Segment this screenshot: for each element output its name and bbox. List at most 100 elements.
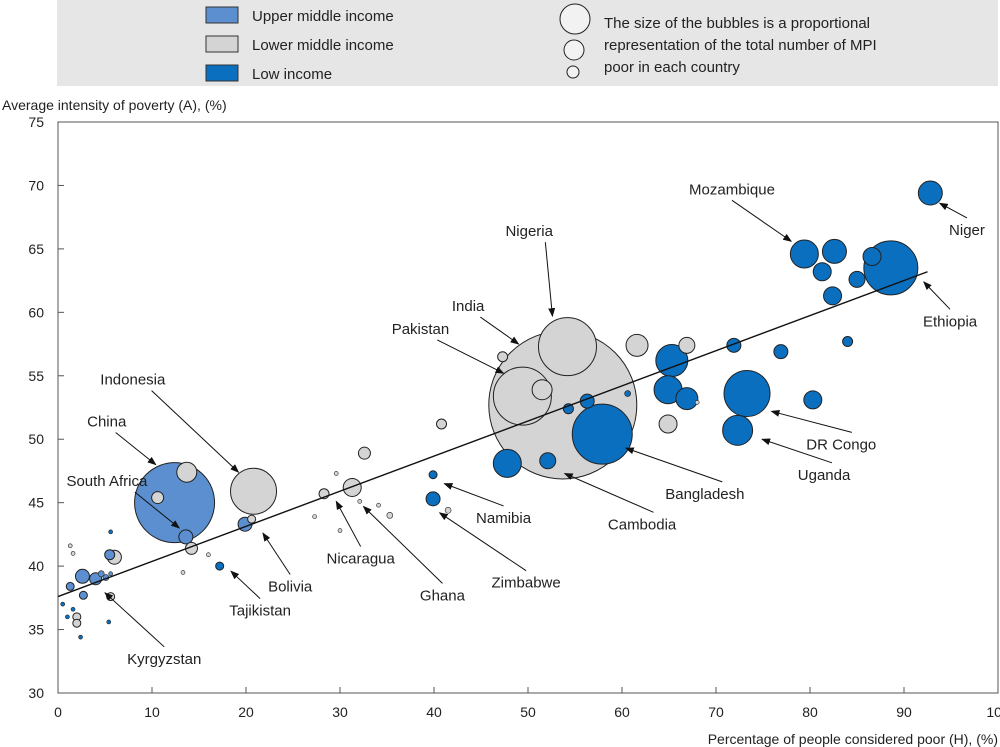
bubble-lower	[180, 570, 186, 575]
bubble-low	[823, 286, 843, 306]
bubble-low	[812, 262, 832, 282]
bubble-low	[106, 619, 112, 625]
x-axis-label: Percentage of people considered poor (H)…	[708, 731, 998, 747]
bubble-lower	[342, 477, 362, 497]
bubble-low	[425, 491, 441, 507]
annotation-label: India	[452, 298, 485, 315]
bubble-low	[726, 337, 742, 353]
bubble-lower	[444, 506, 452, 514]
annotation-arrow	[563, 473, 654, 513]
y-tick-label: 65	[28, 241, 44, 257]
x-tick-label: 80	[802, 704, 818, 720]
bubble-lower	[694, 400, 700, 405]
annotation-arrow	[134, 491, 181, 529]
bubble-lower	[436, 418, 448, 430]
bubble-low	[722, 414, 754, 446]
bubble-lower	[151, 491, 165, 505]
y-tick-label: 55	[28, 368, 44, 384]
bubbles	[60, 180, 943, 640]
x-tick-label: 50	[520, 704, 536, 720]
bubble-low	[60, 601, 66, 607]
annotation-arrow	[230, 570, 261, 599]
annotation-arrow	[443, 483, 504, 507]
y-axis-ticks: 30 35 40 45 50 55 60 65 70 75	[28, 114, 64, 701]
bubble-low	[842, 336, 854, 348]
annotation-label: Indonesia	[100, 372, 166, 389]
y-tick-label: 75	[28, 114, 44, 130]
bubble-low	[917, 180, 943, 206]
bubble-lower	[537, 317, 597, 377]
x-axis-ticks: 0 10 20 30 40 50 60 70 80 90 100	[54, 687, 1000, 720]
y-axis-label: Average intensity of poverty (A), (%)	[2, 97, 227, 113]
bubble-lower	[531, 379, 553, 401]
trendline	[57, 271, 928, 598]
bubble-lower	[357, 446, 371, 460]
annotation-arrow	[770, 409, 852, 433]
annotation-arrow	[624, 447, 723, 483]
bubble-low	[848, 270, 866, 288]
annotation-arrow	[761, 438, 833, 464]
y-tick-label: 30	[28, 685, 44, 701]
x-tick-label: 20	[238, 704, 254, 720]
bubble-lower	[497, 351, 509, 363]
bubble-upper	[134, 462, 216, 544]
size-note-line-3: poor in each country	[604, 59, 740, 76]
bubble-upper	[178, 529, 194, 545]
bubble-low	[571, 403, 633, 465]
bubble-lower	[230, 467, 278, 515]
legend-size-key: The size of the bubbles is a proportiona…	[559, 3, 877, 79]
annotation-label: Pakistan	[392, 321, 450, 338]
bubble-low	[78, 634, 83, 640]
bubble-low	[675, 387, 699, 411]
annotation-arrow	[544, 242, 556, 318]
annotation-label: Niger	[949, 222, 985, 239]
bubble-low	[70, 606, 76, 612]
annotation-arrow	[362, 505, 443, 584]
annotation-label: Uganda	[798, 467, 851, 484]
size-note-line-2: representation of the total number of MP…	[604, 37, 877, 54]
annotation-label: Nigeria	[505, 223, 553, 240]
bubble-lower	[70, 551, 76, 556]
bubble-low	[773, 344, 789, 360]
annotation-arrow	[938, 202, 968, 219]
annotation-label: South Africa	[66, 473, 148, 490]
x-tick-label: 40	[426, 704, 442, 720]
annotation-label: Ghana	[420, 587, 466, 604]
annotation-label: Kyrgyzstan	[127, 651, 201, 668]
bubble-low	[803, 390, 823, 410]
bubble-lower	[625, 333, 649, 357]
annotation-arrow	[731, 199, 793, 242]
x-tick-label: 10	[144, 704, 160, 720]
bubble-low	[215, 561, 225, 571]
bubble-lower	[312, 514, 317, 519]
bubble-upper	[65, 581, 75, 591]
x-tick-label: 30	[332, 704, 348, 720]
x-tick-label: 70	[708, 704, 724, 720]
bubble-lower	[658, 414, 678, 434]
annotation-arrow	[438, 512, 527, 572]
annotation-arrow	[115, 432, 157, 466]
y-tick-label: 70	[28, 177, 44, 193]
x-tick-label: 0	[54, 704, 62, 720]
annotation-label: Nicaragua	[326, 551, 395, 568]
y-tick-label: 35	[28, 622, 44, 638]
annotation-arrow	[262, 532, 291, 575]
y-tick-label: 40	[28, 558, 44, 574]
annotation-label: Tajikistan	[229, 603, 291, 620]
bubble-low	[492, 448, 522, 478]
bubble-low	[428, 470, 438, 480]
annotation-arrow	[437, 339, 505, 374]
bubble-low	[108, 529, 113, 535]
annotation-label: Bolivia	[268, 578, 313, 595]
annotation-label: DR Congo	[806, 436, 876, 453]
x-tick-label: 60	[614, 704, 630, 720]
annotation-label: Zimbabwe	[492, 575, 561, 592]
annotation-label: Cambodia	[608, 516, 677, 533]
annotation-label: China	[87, 414, 127, 431]
annotation-arrow	[151, 390, 240, 473]
bubble-low	[65, 614, 70, 620]
size-key-large	[559, 3, 591, 35]
y-tick-label: 45	[28, 495, 44, 511]
size-note-line-1: The size of the bubbles is a proportiona…	[604, 15, 870, 32]
